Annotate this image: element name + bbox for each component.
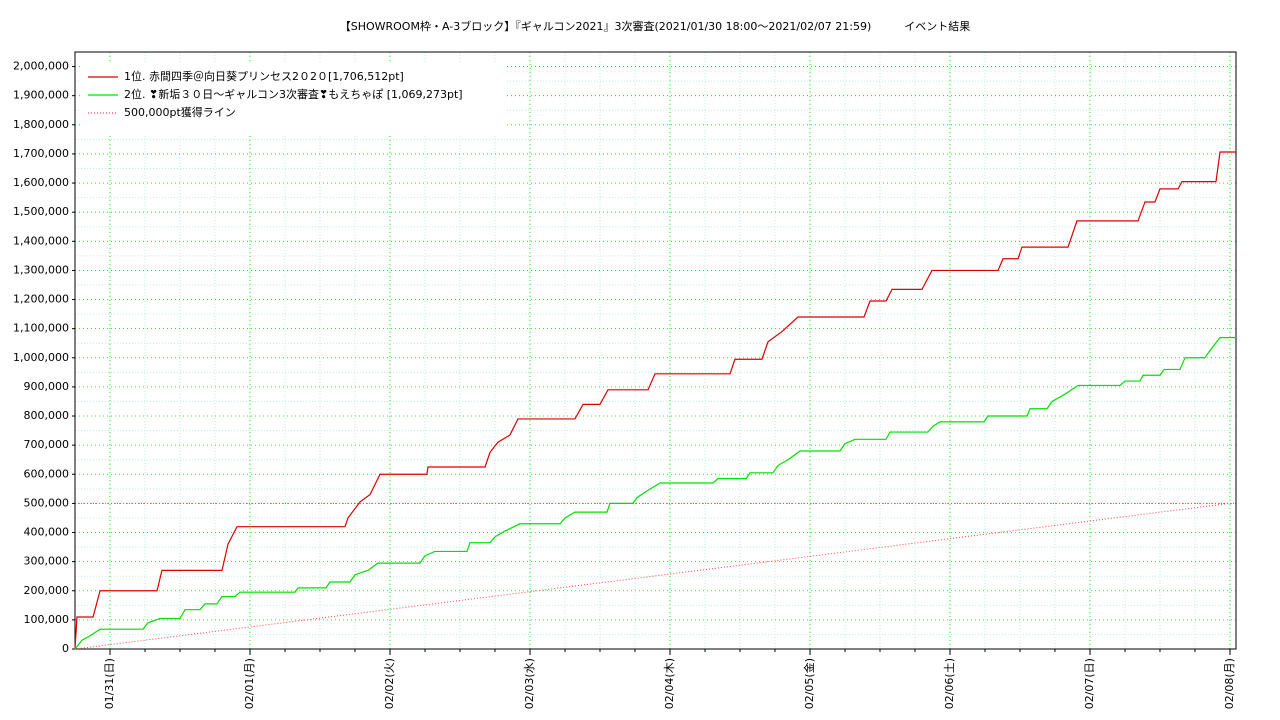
y-tick-label: 1,500,000: [13, 205, 69, 218]
x-tick-label: 01/31(日): [103, 658, 116, 709]
y-tick-label: 1,600,000: [13, 176, 69, 189]
y-tick-label: 700,000: [24, 438, 70, 451]
series-line: [74, 337, 1236, 650]
y-tick-label: 500,000: [24, 496, 70, 509]
y-tick-label: 1,100,000: [13, 322, 69, 335]
legend-label: 500,000pt獲得ライン: [124, 106, 236, 119]
series-line: [74, 151, 1236, 650]
y-tick-label: 900,000: [24, 380, 70, 393]
x-tick-label: 02/05(金): [802, 658, 816, 709]
x-tick-label: 02/06(土): [943, 658, 956, 709]
y-tick-label: 1,700,000: [13, 147, 69, 160]
x-tick-label: 02/08(月): [1223, 658, 1236, 709]
x-tick-label: 02/07(日): [1083, 658, 1096, 709]
x-tick-label: 02/01(月): [243, 658, 256, 709]
chart-title: 【SHOWROOM枠・A-3ブロック】『ギャルコン2021』3次審査(2021/…: [340, 19, 971, 33]
y-tick-label: 1,200,000: [13, 293, 69, 306]
y-tick-label: 800,000: [24, 409, 70, 422]
y-tick-label: 300,000: [24, 555, 70, 568]
legend-label: 1位. 赤間四季＠向日葵プリンセス2０2０[1,706,512pt]: [124, 69, 404, 83]
y-tick-label: 100,000: [24, 613, 70, 626]
y-tick-label: 200,000: [24, 584, 70, 597]
y-tick-label: 1,400,000: [13, 234, 69, 247]
legend-box: [80, 64, 505, 134]
y-tick-label: 0: [62, 642, 69, 655]
legend-label: 2位. ❣新垢３０日～ギャルコン3次審査❣もえちゃぽ [1,069,273pt]: [124, 87, 463, 101]
y-tick-label: 2,000,000: [13, 60, 69, 73]
y-tick-label: 1,900,000: [13, 89, 69, 102]
x-tick-label: 02/04(木): [663, 658, 676, 709]
x-tick-label: 02/03(水): [523, 658, 536, 709]
y-tick-label: 600,000: [24, 467, 70, 480]
series-line: [74, 502, 1231, 650]
y-tick-label: 1,800,000: [13, 118, 69, 131]
y-tick-label: 400,000: [24, 526, 70, 539]
y-tick-label: 1,300,000: [13, 263, 69, 276]
y-tick-label: 1,000,000: [13, 351, 69, 364]
x-tick-label: 02/02(火): [383, 658, 396, 709]
plot-frame: [74, 51, 1237, 650]
